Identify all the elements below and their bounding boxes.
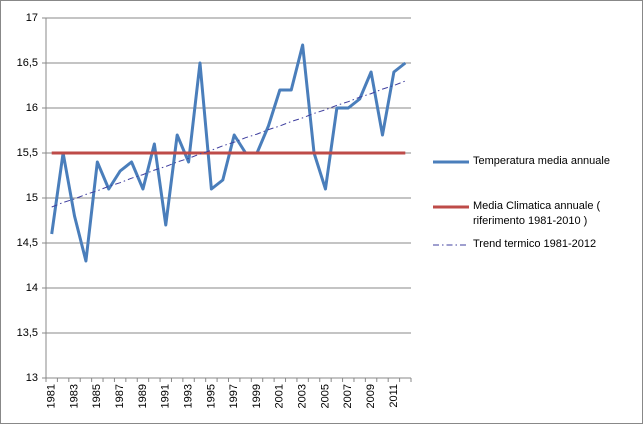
y-tick-label: 13: [26, 372, 38, 384]
legend-swatch: [433, 244, 469, 246]
legend-item: Media Climatica annuale ( riferimento 19…: [433, 199, 633, 229]
legend-label: Trend termico 1981-2012: [473, 238, 597, 250]
x-tick-label: 1985: [91, 384, 103, 408]
x-tick-label: 1997: [228, 384, 240, 408]
series-line: [50, 43, 407, 263]
x-tick-label: 2011: [388, 384, 400, 408]
legend-item: Trend termico 1981-2012: [433, 237, 633, 252]
legend-swatch: [433, 160, 469, 164]
series-line: [51, 80, 406, 208]
y-tick-label: 15: [26, 192, 38, 204]
x-tick-label: 1991: [160, 384, 172, 408]
x-tick-label: 1983: [68, 384, 80, 408]
y-tick-label: 14: [26, 282, 38, 294]
x-tick-label: 1993: [182, 384, 194, 408]
y-tick-label: 13,5: [17, 327, 38, 339]
y-tick-label: 14,5: [17, 237, 38, 249]
y-tick-label: 16,5: [17, 57, 38, 69]
y-tick-label: 16: [26, 102, 38, 114]
legend-label: Temperatura media annuale: [473, 155, 610, 167]
x-tick-label: 1995: [205, 384, 217, 408]
x-tick-label: 1989: [137, 384, 149, 408]
legend-swatch: [433, 205, 469, 209]
y-tick-label: 15,5: [17, 147, 38, 159]
y-tick-label: 17: [26, 12, 38, 24]
x-tick-label: 2009: [365, 384, 377, 408]
x-tick-label: 2005: [319, 384, 331, 408]
legend-item: Temperatura media annuale: [433, 154, 633, 169]
legend-label: Media Climatica annuale ( riferimento 19…: [473, 200, 601, 227]
x-tick-label: 1981: [46, 384, 58, 408]
x-tick-label: 1999: [251, 384, 263, 408]
x-tick-label: 2003: [297, 384, 309, 408]
x-tick-label: 2001: [274, 384, 286, 408]
x-tick-label: 1987: [114, 384, 126, 408]
x-tick-label: 2007: [342, 384, 354, 408]
